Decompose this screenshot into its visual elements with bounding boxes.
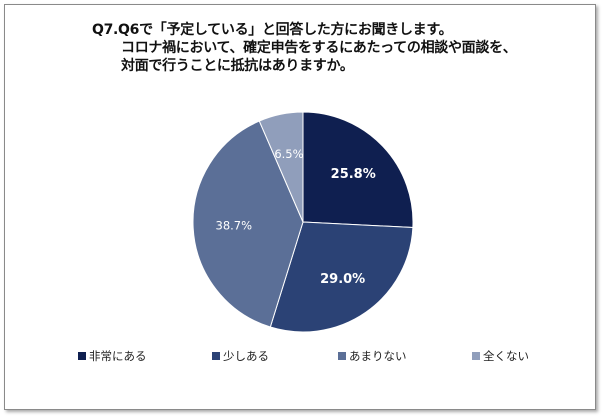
- title-line-2: コロナ禍において、確定申告をするにあたっての相談や面談を、: [121, 40, 517, 56]
- data-label-0: 25.8%: [331, 167, 376, 182]
- legend-swatch: [338, 352, 346, 360]
- pie-slice-0: [302, 111, 414, 229]
- legend-swatch: [78, 352, 86, 360]
- pie-slice-2: [192, 120, 304, 328]
- legend-item: 少しある: [212, 348, 269, 364]
- legend-item: あまりない: [338, 348, 407, 364]
- data-label-3: 6.5%: [274, 147, 303, 161]
- pie-slice-3: [258, 111, 304, 223]
- legend-label: あまりない: [349, 349, 407, 363]
- data-label-1: 29.0%: [320, 272, 365, 287]
- legend-item: 非常にある: [78, 348, 147, 364]
- legend-swatch: [472, 352, 480, 360]
- legend-item: 全くない: [472, 348, 529, 364]
- legend-label: 非常にある: [89, 349, 147, 363]
- legend-label: 少しある: [223, 349, 269, 363]
- chart-title: Q7.Q6で「予定している」と回答した方にお聞きします。 コロナ禍において、確定…: [92, 21, 517, 75]
- pie-slice-1: [269, 221, 414, 333]
- legend-swatch: [212, 352, 220, 360]
- legend-label: 全くない: [483, 349, 529, 363]
- title-line-3: 対面で行うことに抵抗はありますか。: [121, 58, 354, 74]
- data-label-2: 38.7%: [216, 219, 253, 233]
- title-line-1: Q7.Q6で「予定している」と回答した方にお聞きします。: [92, 22, 453, 38]
